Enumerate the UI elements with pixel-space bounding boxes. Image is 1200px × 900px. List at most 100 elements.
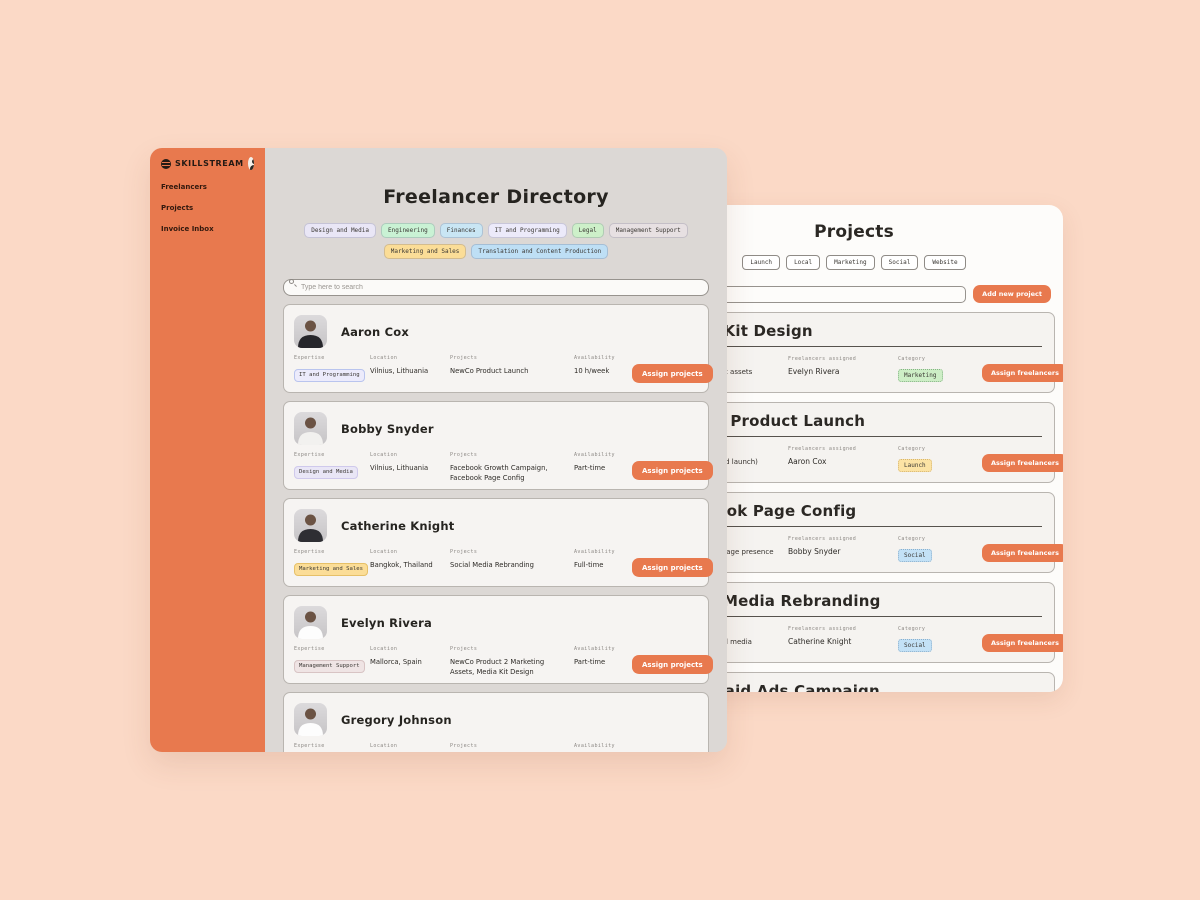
projects-label: Projects (450, 646, 478, 652)
expertise-filter-chip[interactable]: Management Support (608, 223, 688, 238)
project-title: 2017 Paid Ads Campaign (666, 682, 1042, 692)
expertise-label: Expertise (294, 743, 325, 749)
expertise-filter-chips: Design and Media Engineering Finances IT an… (283, 223, 709, 259)
page-title: Freelancer Directory (383, 186, 609, 208)
assign-projects-button[interactable]: Assign projects (632, 655, 713, 674)
freelancers-assigned-label: Freelancers assigned (788, 446, 857, 452)
expertise-label: Expertise (294, 646, 325, 652)
search-icon (289, 279, 294, 284)
category-chip: Social (898, 549, 932, 562)
project-filter-chip[interactable]: Website (924, 255, 966, 270)
freelancer-availability: Part-time (574, 658, 606, 666)
project-filter-chip[interactable]: Local (786, 255, 821, 270)
freelancer-avatar (294, 412, 327, 445)
location-label: Location (370, 355, 398, 361)
expertise-filter-chip[interactable]: Engineering (381, 223, 435, 238)
freelancer-card: Gregory Johnson Expertise Location Proje… (283, 692, 709, 752)
sidebar: SKILLSTREAM Freelancers Projects Invoice I… (150, 148, 265, 752)
freelancer-card: Evelyn Rivera Expertise Management Suppo… (283, 595, 713, 684)
availability-label: Availability (574, 549, 615, 555)
expertise-filter-chip[interactable]: Finances (439, 223, 483, 238)
freelancers-assigned-label: Freelancers assigned (788, 536, 857, 542)
freelancer-projects: Social Media Rebranding (450, 561, 534, 569)
freelancer-directory-window: SKILLSTREAM Freelancers Projects Invoice I… (150, 148, 727, 752)
add-new-project-button[interactable]: Add new project (973, 285, 1051, 303)
assigned-freelancer-name: Evelyn Rivera (788, 367, 840, 376)
location-label: Location (370, 549, 398, 555)
assign-freelancers-button[interactable]: Assign freelancers (982, 634, 1063, 652)
category-chip: Launch (898, 459, 932, 472)
assign-freelancers-button[interactable]: Assign freelancers (982, 454, 1063, 472)
project-filter-chips: Launch Local Marketing Social Website (645, 255, 1063, 270)
freelancer-location: Mallorca, Spain (370, 658, 422, 666)
freelancer-name: Evelyn Rivera (341, 615, 432, 630)
expertise-label: Expertise (294, 549, 325, 555)
assign-projects-button[interactable]: Assign projects (632, 558, 713, 577)
category-chip: Social (898, 639, 932, 652)
freelancer-avatar (294, 315, 327, 348)
freelancer-card: Catherine Knight Expertise Marketing and… (283, 498, 713, 587)
projects-page-title: Projects (814, 222, 894, 242)
app-logo-text: SKILLSTREAM (175, 159, 244, 168)
projects-label: Projects (450, 452, 478, 458)
location-label: Location (370, 743, 398, 749)
expertise-chip: Management Support (294, 659, 365, 673)
expertise-filter-chip[interactable]: Marketing and Sales (383, 244, 467, 259)
project-card: Social Media Rebranding Rebrand all soci… (653, 582, 1063, 663)
expertise-filter-chip[interactable]: Legal (571, 223, 604, 238)
expertise-label: Expertise (294, 452, 325, 458)
category-label: Category (898, 356, 926, 362)
freelancer-name: Gregory Johnson (341, 712, 452, 727)
freelancer-name: Catherine Knight (341, 518, 455, 533)
assigned-freelancer-name: Catherine Knight (788, 637, 852, 646)
assign-freelancers-button[interactable]: Assign freelancers (982, 364, 1063, 382)
projects-label: Projects (450, 355, 478, 361)
category-chip: Marketing (898, 369, 943, 382)
availability-label: Availability (574, 646, 615, 652)
freelancer-location: Vilnius, Lithuania (370, 464, 429, 472)
freelancer-availability: Full-time (574, 561, 604, 569)
expertise-label: Expertise (294, 355, 325, 361)
sidebar-nav-item[interactable]: Freelancers (161, 183, 207, 191)
freelancer-location: Bangkok, Thailand (370, 561, 433, 569)
freelancer-availability: 10 h/week (574, 367, 610, 375)
sidebar-nav-item[interactable]: Projects (161, 204, 194, 212)
projects-search-input[interactable] (657, 285, 967, 303)
availability-label: Availability (574, 743, 615, 749)
category-label: Category (898, 446, 926, 452)
assign-projects-button[interactable]: Assign projects (632, 364, 713, 383)
assign-projects-button[interactable]: Assign projects (632, 461, 713, 480)
freelancer-card: Bobby Snyder Expertise Design and Media … (283, 401, 713, 490)
expertise-filter-chip[interactable]: Translation and Content Production (471, 244, 609, 259)
freelancers-assigned-label: Freelancers assigned (788, 356, 857, 362)
expertise-filter-chip[interactable]: Design and Media (304, 223, 376, 238)
expertise-chip: IT and Programming (294, 368, 365, 382)
user-avatar[interactable] (247, 157, 254, 170)
projects-label: Projects (450, 743, 478, 749)
project-filter-chip[interactable]: Social (880, 255, 919, 270)
freelancer-card-list: Aaron Cox Expertise IT and Programming L… (283, 304, 713, 752)
expertise-filter-chip[interactable]: IT and Programming (487, 223, 567, 238)
freelancer-availability: Part-time (574, 464, 606, 472)
availability-label: Availability (574, 452, 615, 458)
freelancer-projects: NewCo Product Launch (450, 367, 529, 375)
project-filter-chip[interactable]: Launch (742, 255, 781, 270)
freelancer-avatar (294, 703, 327, 736)
project-filter-chip[interactable]: Marketing (826, 255, 875, 270)
expertise-chip: Marketing and Sales (294, 562, 368, 576)
freelancer-avatar (294, 606, 327, 639)
freelancer-name: Aaron Cox (341, 324, 409, 339)
freelancer-directory-content: Freelancer Directory Design and Media Eng… (265, 148, 727, 752)
freelancer-avatar (294, 509, 327, 542)
freelancers-assigned-label: Freelancers assigned (788, 626, 857, 632)
sidebar-nav-item[interactable]: Invoice Inbox (161, 225, 214, 233)
location-label: Location (370, 452, 398, 458)
assigned-freelancer-name: Aaron Cox (788, 457, 827, 466)
category-label: Category (898, 536, 926, 542)
skillstream-logo-icon (161, 158, 171, 169)
availability-label: Availability (574, 355, 615, 361)
assign-freelancers-button[interactable]: Assign freelancers (982, 544, 1063, 562)
expertise-chip: Design and Media (294, 465, 358, 479)
freelancer-search-input[interactable] (283, 279, 709, 296)
